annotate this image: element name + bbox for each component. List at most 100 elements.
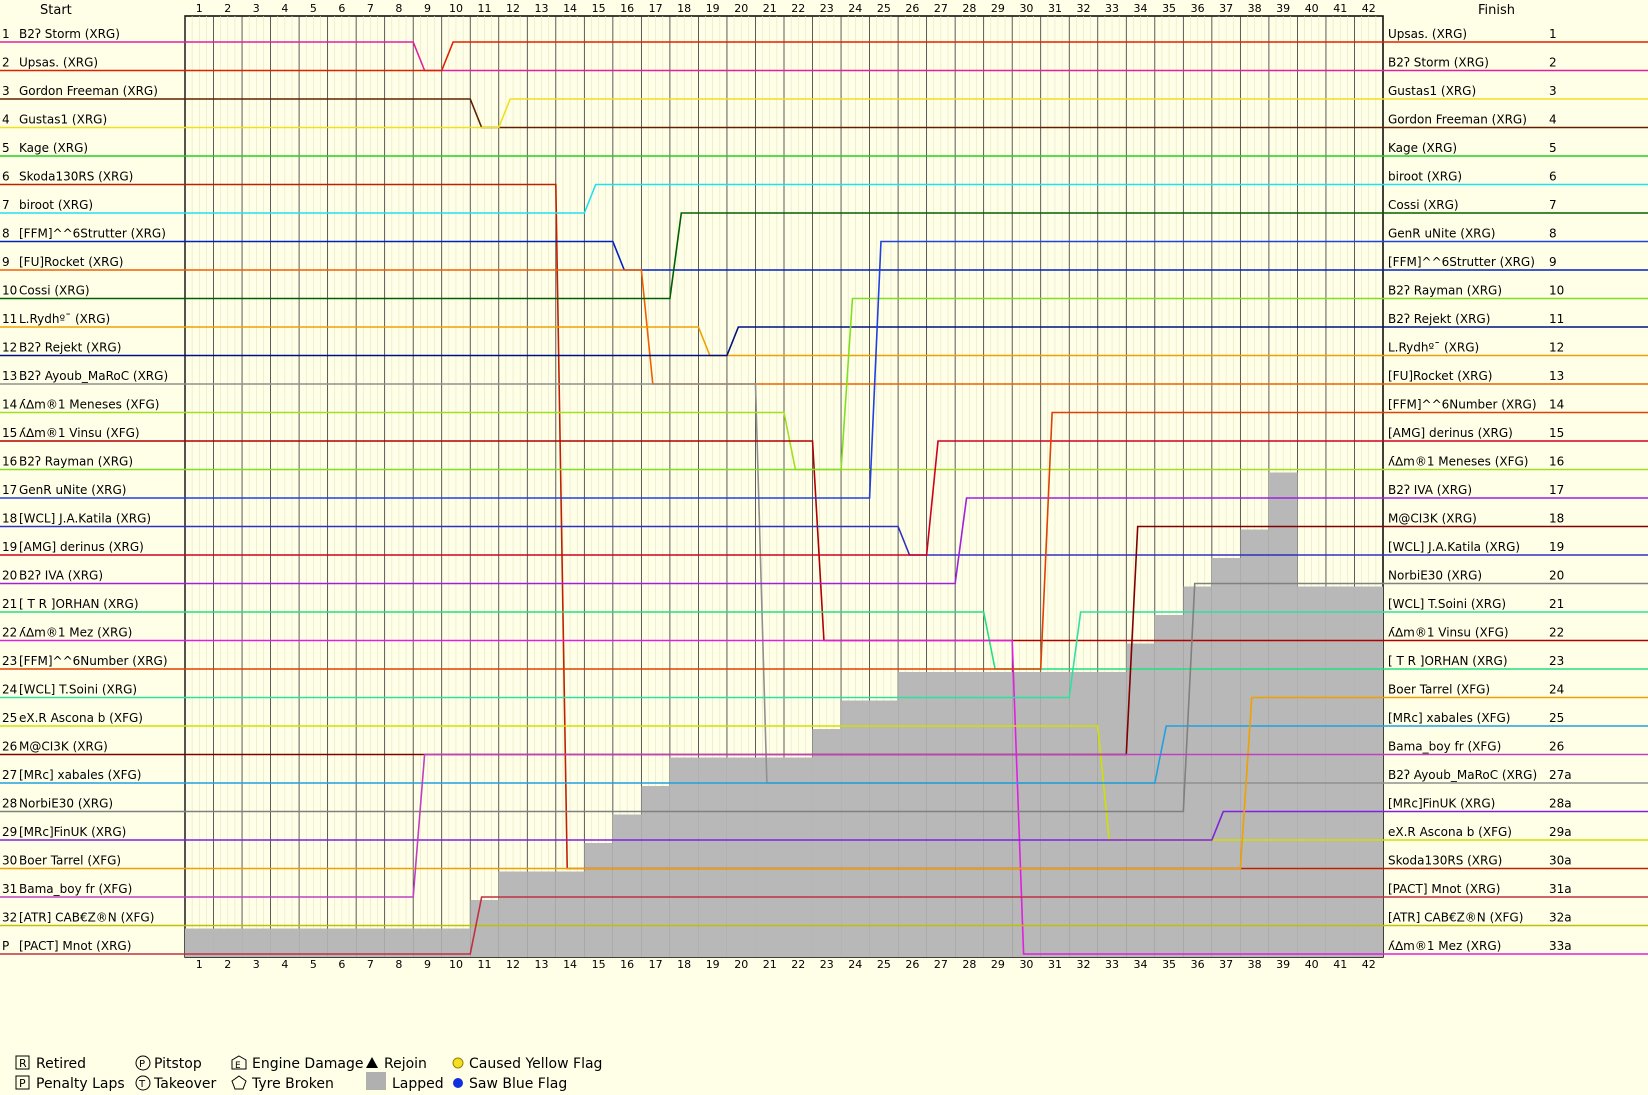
lapped-bar — [784, 757, 813, 957]
start-driver-label: M@CI3K (XRG) — [19, 740, 108, 754]
start-position: 27 — [2, 768, 17, 782]
finish-driver-label: NorbiE30 (XRG) — [1388, 569, 1482, 583]
rejoin-icon — [366, 1057, 378, 1068]
lap-tick-bottom: 28 — [962, 958, 976, 971]
start-position: 29 — [2, 825, 17, 839]
finish-position: 21 — [1549, 597, 1564, 611]
finish-position: 14 — [1549, 398, 1564, 412]
lapped-bar — [270, 928, 300, 957]
lapped-bar — [213, 928, 243, 957]
lap-tick-bottom: 3 — [253, 958, 260, 971]
finish-position: 19 — [1549, 540, 1564, 554]
lap-tick-bottom: 23 — [820, 958, 834, 971]
takeover-icon: T — [138, 1079, 146, 1090]
driver-lines — [185, 41, 1383, 955]
lap-tick-top: 40 — [1305, 2, 1319, 15]
finish-position: 11 — [1549, 312, 1564, 326]
start-header: Start — [40, 3, 72, 18]
start-position: 20 — [2, 569, 17, 583]
driver-line — [185, 326, 1383, 357]
lapped-bar — [555, 871, 585, 957]
start-position: 15 — [2, 426, 17, 440]
driver-line — [185, 212, 1383, 300]
finish-driver-label: [MRc]FinUK (XRG) — [1388, 797, 1495, 811]
start-position: 7 — [2, 198, 10, 212]
lap-tick-top: 13 — [535, 2, 549, 15]
finish-driver-label: B2ʔ Rayman (XRG) — [1388, 284, 1502, 298]
lap-tick-top: 31 — [1048, 2, 1062, 15]
finish-position: 29a — [1549, 825, 1572, 839]
start-driver-label: [FFM]^^6Strutter (XRG) — [19, 227, 166, 241]
lap-tick-bottom: 22 — [791, 958, 805, 971]
driver-line — [185, 240, 1383, 271]
finish-position: 20 — [1549, 569, 1564, 583]
legend-rejoin: Rejoin — [366, 1056, 427, 1072]
start-driver-label: [MRc]FinUK (XRG) — [19, 825, 126, 839]
driver-line — [185, 98, 1383, 129]
lap-tick-bottom: 12 — [506, 958, 520, 971]
finish-driver-label: [WCL] J.A.Katila (XRG) — [1388, 540, 1520, 554]
start-position: 6 — [2, 170, 10, 184]
lapped-bar — [841, 700, 870, 957]
penalty-icon: P — [19, 1077, 26, 1090]
start-driver-label: Upsas. (XRG) — [19, 56, 98, 70]
lapped-bar — [527, 871, 556, 957]
lap-tick-top: 28 — [962, 2, 976, 15]
start-driver-label: [MRc] xabales (XFG) — [19, 768, 141, 782]
lap-tick-top: 11 — [478, 2, 492, 15]
lap-tick-top: 41 — [1333, 2, 1347, 15]
lap-tick-bottom: 25 — [877, 958, 891, 971]
finish-driver-label: Skoda130RS (XRG) — [1388, 854, 1502, 868]
lapped-bar — [1325, 586, 1355, 957]
lap-tick-bottom: 13 — [535, 958, 549, 971]
finish-position: 12 — [1549, 341, 1564, 355]
svg-text:Retired: Retired — [36, 1056, 86, 1072]
lapped-bar — [955, 672, 984, 957]
lap-tick-bottom: 20 — [734, 958, 748, 971]
finish-driver-label: [PACT] Mnot (XRG) — [1388, 882, 1500, 896]
finish-position: 23 — [1549, 654, 1564, 668]
lap-tick-bottom: 14 — [563, 958, 577, 971]
start-position: 26 — [2, 740, 17, 754]
lap-tick-top: 14 — [563, 2, 577, 15]
svg-text:Lapped: Lapped — [392, 1076, 444, 1092]
lapped-bar — [1012, 672, 1041, 957]
finish-header: Finish — [1478, 3, 1515, 18]
lapped-bar — [413, 928, 442, 957]
lap-tick-bottom: 41 — [1333, 958, 1347, 971]
finish-position: 16 — [1549, 455, 1564, 469]
start-driver-label: [PACT] Mnot (XRG) — [19, 939, 131, 953]
svg-text:Takeover: Takeover — [153, 1076, 216, 1092]
start-position: 28 — [2, 797, 17, 811]
lap-tick-top: 23 — [820, 2, 834, 15]
lap-tick-top: 3 — [253, 2, 260, 15]
driver-line — [185, 525, 1383, 556]
finish-driver-label: [FU]Rocket (XRG) — [1388, 369, 1492, 383]
driver-line — [185, 440, 1383, 556]
start-position: P — [2, 939, 9, 953]
lap-tick-top: 15 — [592, 2, 606, 15]
finish-position: 25 — [1549, 711, 1564, 725]
lapped-bar — [384, 928, 414, 957]
lap-tick-top: 42 — [1362, 2, 1376, 15]
start-driver-label: L.Rydhº¯ (XRG) — [19, 312, 110, 326]
lap-tick-bottom: 1 — [196, 958, 203, 971]
lap-tick-bottom: 38 — [1248, 958, 1262, 971]
start-driver-label: Cossi (XRG) — [19, 284, 90, 298]
start-position: 18 — [2, 512, 17, 526]
finish-driver-label: B2ʔ Ayoub_MaRoC (XRG) — [1388, 768, 1537, 782]
lap-tick-bottom: 16 — [620, 958, 634, 971]
lap-tick-top: 12 — [506, 2, 520, 15]
start-driver-label: ʎ∆m®1 Meneses (XFG) — [19, 398, 159, 412]
finish-driver-label: Upsas. (XRG) — [1388, 27, 1467, 41]
lapped-bar — [327, 928, 357, 957]
driver-line — [185, 41, 1383, 72]
start-driver-label: [WCL] T.Soini (XRG) — [19, 683, 137, 697]
start-position: 14 — [2, 398, 17, 412]
lapped-bar — [242, 928, 271, 957]
lap-tick-top: 17 — [649, 2, 663, 15]
lap-tick-bottom: 17 — [649, 958, 663, 971]
finish-driver-label: ʎ∆m®1 Vinsu (XFG) — [1388, 626, 1509, 640]
finish-position: 8 — [1549, 227, 1557, 241]
finish-position: 18 — [1549, 512, 1564, 526]
